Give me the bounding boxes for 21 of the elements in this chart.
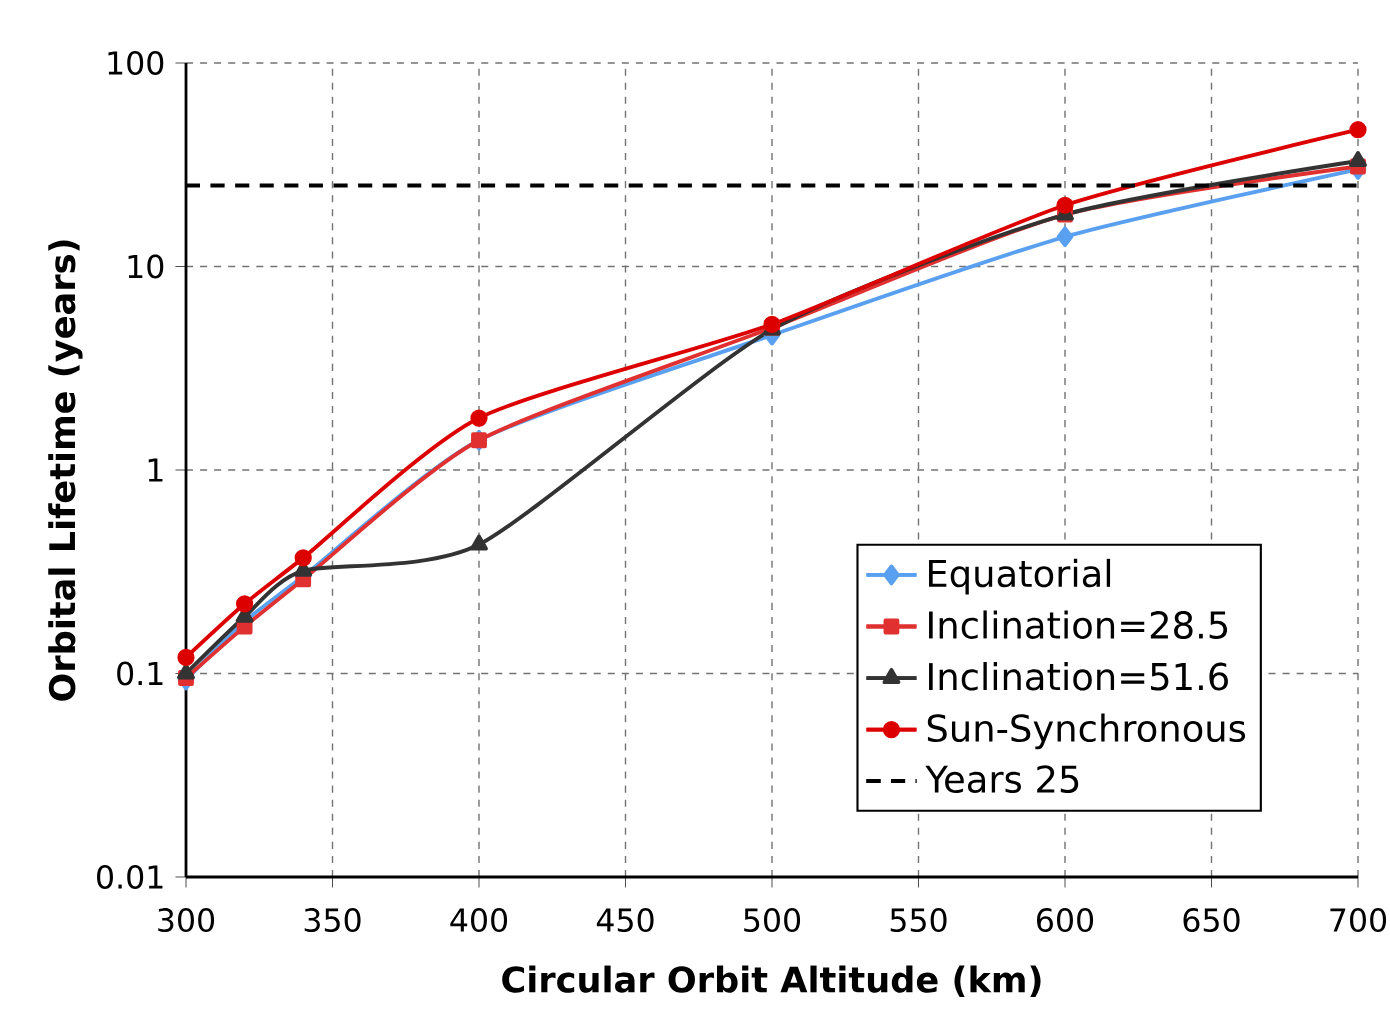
legend-label: Equatorial — [929, 558, 1111, 595]
y-tick-label: 0.1 — [117, 661, 163, 686]
x-tick-label: 650 — [1183, 908, 1240, 933]
x-tick-label: 700 — [1330, 908, 1387, 933]
x-tick-label: 350 — [304, 908, 361, 933]
legend-label: Years 25 — [925, 765, 1079, 794]
legend-label: Sun-Synchronous — [927, 713, 1246, 750]
x-tick-label: 550 — [890, 908, 947, 933]
x-tick-label: 450 — [596, 908, 654, 933]
legend-label: Inclination=28.5 — [929, 610, 1228, 639]
x-tick-label: 500 — [744, 908, 801, 933]
y-tick-label: 10 — [128, 254, 164, 279]
x-tick-label: 300 — [158, 908, 215, 933]
x-tick-label: 400 — [450, 908, 508, 933]
y-tick-label: 1 — [148, 458, 163, 482]
y-tick-label: 100 — [108, 51, 164, 75]
x-tick-label: 600 — [1037, 908, 1094, 933]
y-axis-title: Orbital Lifetime (years) — [48, 240, 83, 701]
legend-label: Inclination=51.6 — [929, 662, 1228, 691]
y-tick-label: 0.01 — [97, 865, 163, 889]
x-axis-title: Circular Orbit Altitude (km) — [502, 965, 1041, 997]
